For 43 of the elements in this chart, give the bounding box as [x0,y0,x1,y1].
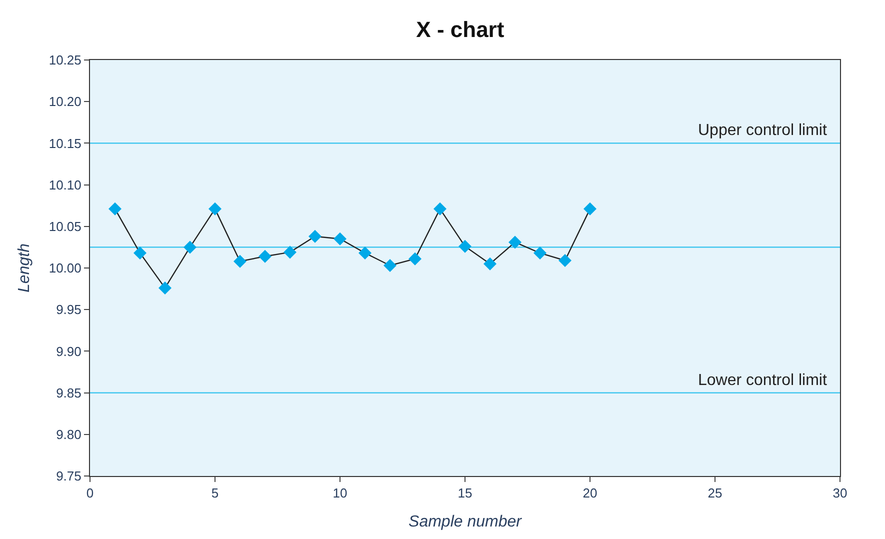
point [258,250,272,263]
point [458,240,472,253]
x-tick-label: 25 [708,486,722,501]
ref-line-label: Lower control limit [698,372,828,389]
point [134,246,146,260]
x-tick-label: 5 [211,486,219,501]
y-tick-label: 9.80 [56,426,82,442]
x-tick-label: 0 [86,486,94,501]
x-tick-label: 30 [832,486,848,501]
ref-line-label: Upper control limit [698,122,828,139]
x-axis-title: Sample number [408,513,522,530]
x-tick-label: 15 [458,486,472,501]
x-tick-label: 20 [582,486,598,501]
y-tick-label: 10.00 [48,260,82,276]
point [584,202,596,216]
y-axis-title: Length [16,243,33,292]
point [308,230,322,243]
point [334,232,346,246]
y-tick-label: 10.15 [48,136,82,151]
x-tick-label: 10 [332,486,348,501]
y-tick-label: 10.05 [48,218,82,234]
point [558,254,572,268]
y-tick-label: 10.25 [48,52,82,68]
y-tick-label: 9.90 [56,344,82,359]
chart-title: X - chart [416,16,505,42]
point [108,202,122,216]
point [234,254,246,268]
point [534,246,546,260]
point [208,202,222,216]
point [508,236,522,249]
point [358,246,372,260]
y-tick-label: 10.10 [48,177,82,192]
point [484,257,496,270]
point [408,252,422,266]
point [158,281,172,294]
y-tick-label: 10.20 [48,94,82,110]
point [184,240,196,254]
point [434,202,446,216]
point [384,259,396,272]
point [284,246,296,259]
y-tick-label: 9.95 [56,302,82,318]
y-tick-label: 9.85 [56,385,82,400]
y-tick-label: 9.75 [56,468,82,484]
